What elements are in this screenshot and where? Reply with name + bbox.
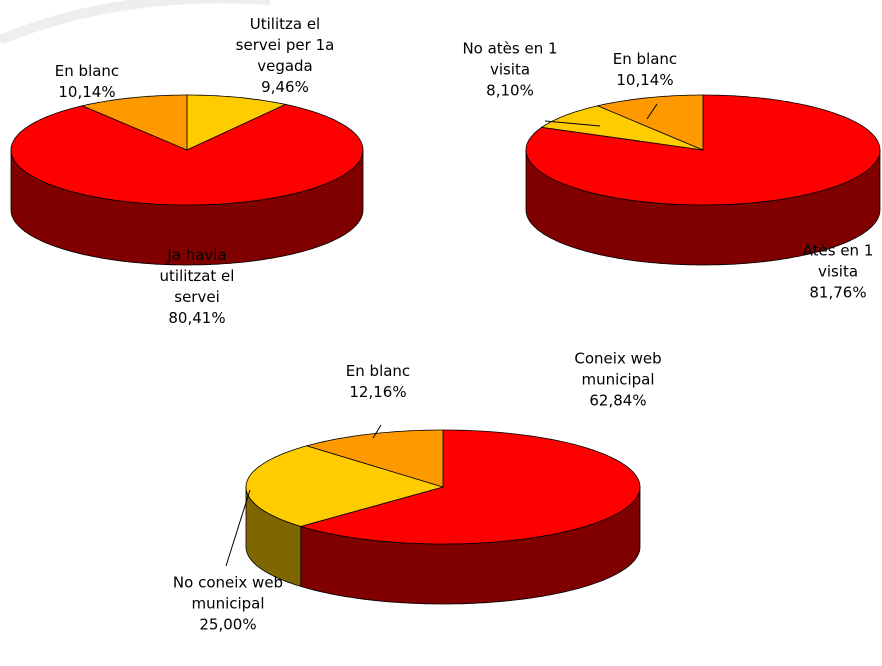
value-label: 62,84% [589,391,647,410]
value-label: 80,41% [168,309,226,327]
leader-line [225,489,251,567]
category-label: Coneix web municipal [574,349,662,389]
slice-label: En blanc 10,14% [595,49,695,91]
category-label: En blanc [612,50,678,68]
leader-line [544,120,601,127]
category-label: Utilitza el servei per 1a vegada [235,15,335,75]
pie-slice [540,105,704,151]
leader-line [646,103,658,120]
slice-label: En blanc 12,16% [328,361,428,403]
pie-slice [81,94,188,151]
leader-lines [225,103,658,567]
slice-label: Coneix web municipal 62,84% [548,349,688,412]
slice-label: Ja havia utilitzat el servei 80,41% [137,245,257,329]
slice-label: En blanc 10,14% [37,61,137,103]
slice-label: No coneix web municipal 25,00% [163,573,293,636]
value-label: 10,14% [616,71,674,89]
value-label: 8,10% [486,81,534,100]
value-label: 10,14% [58,83,116,101]
category-label: No atès en 1 visita [462,39,558,79]
pie-slice [305,429,444,488]
category-label: En blanc [345,362,411,380]
slice-label: Utilitza el servei per 1a vegada 9,46% [225,14,345,98]
leader-line [372,424,382,439]
slice-label: No atès en 1 visita 8,10% [455,39,565,102]
pie-slice [10,103,364,206]
category-label: En blanc [54,62,120,80]
slice-label: Atès en 1 visita 81,76% [793,241,882,304]
value-label: 81,76% [809,283,867,302]
pie-slice [186,94,287,151]
category-label: No coneix web municipal [172,573,284,613]
category-label: Atès en 1 visita [802,241,874,281]
pie-slice [596,94,704,151]
pie-slice [245,445,445,527]
value-label: 12,16% [349,383,407,401]
decoration [0,0,270,45]
value-label: 9,46% [261,78,309,96]
pie-slice [299,429,641,545]
value-label: 25,00% [199,615,257,634]
category-label: Ja havia utilitzat el servei [159,246,235,306]
pies [10,94,881,605]
